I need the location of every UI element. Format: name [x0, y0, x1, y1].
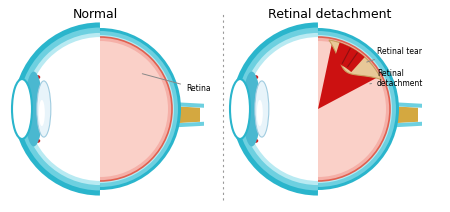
Ellipse shape: [19, 28, 181, 190]
Ellipse shape: [25, 72, 43, 146]
Wedge shape: [17, 26, 100, 192]
Wedge shape: [333, 43, 365, 72]
Ellipse shape: [243, 72, 261, 146]
Text: Retina: Retina: [142, 74, 211, 93]
Ellipse shape: [250, 41, 386, 177]
Ellipse shape: [35, 75, 40, 79]
Wedge shape: [235, 26, 318, 192]
Ellipse shape: [246, 37, 390, 181]
Text: Normal: Normal: [72, 8, 117, 21]
Ellipse shape: [237, 28, 399, 190]
Polygon shape: [329, 40, 381, 80]
Ellipse shape: [28, 37, 172, 181]
Ellipse shape: [22, 31, 178, 187]
Ellipse shape: [257, 100, 263, 126]
Ellipse shape: [37, 81, 51, 137]
Ellipse shape: [253, 75, 258, 79]
Text: Retinal detachment: Retinal detachment: [268, 8, 392, 21]
Ellipse shape: [32, 41, 168, 177]
Ellipse shape: [255, 81, 269, 137]
Ellipse shape: [253, 139, 258, 143]
Ellipse shape: [230, 79, 250, 139]
Ellipse shape: [12, 79, 32, 139]
Text: Retinal tear: Retinal tear: [367, 47, 422, 62]
Polygon shape: [167, 122, 204, 128]
Polygon shape: [385, 106, 418, 124]
Wedge shape: [318, 41, 380, 109]
Ellipse shape: [26, 35, 174, 183]
Polygon shape: [167, 102, 204, 108]
Text: Retinal
detachment: Retinal detachment: [370, 69, 423, 88]
Polygon shape: [385, 122, 422, 128]
Polygon shape: [385, 102, 422, 108]
Ellipse shape: [244, 35, 392, 183]
Ellipse shape: [240, 31, 396, 187]
Ellipse shape: [35, 139, 40, 143]
Polygon shape: [167, 106, 200, 124]
Ellipse shape: [39, 100, 45, 126]
